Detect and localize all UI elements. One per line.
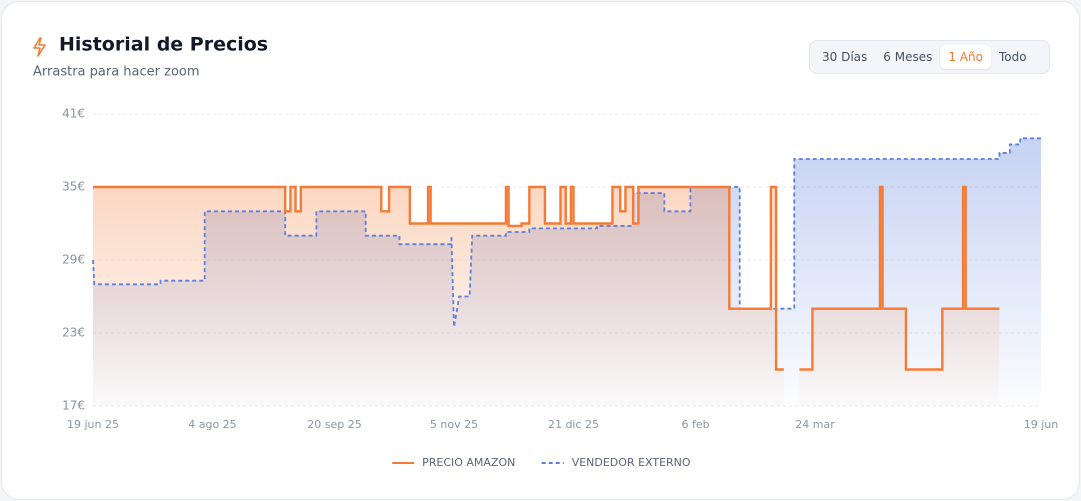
- area: [93, 187, 784, 406]
- x-tick-label: 20 sep 25: [307, 418, 361, 431]
- y-tick-label: 29€: [62, 253, 85, 267]
- range-selector: 30 Días 6 Meses 1 Año Todo: [809, 40, 1050, 74]
- chart-title: Historial de Precios: [59, 34, 268, 56]
- y-tick-label: 35€: [62, 180, 85, 194]
- line: [92, 137, 1041, 328]
- y-tick-label: 23€: [62, 326, 85, 340]
- x-tick-label: 21 dic 25: [548, 418, 599, 431]
- y-tick-label: 17€: [62, 399, 85, 413]
- x-tick-label: 6 feb: [682, 418, 710, 431]
- range-button[interactable]: 1 Año: [940, 45, 991, 69]
- x-tick-label: 19 jun 25: [67, 418, 119, 431]
- legend-label: PRECIO AMAZON: [422, 456, 515, 469]
- x-tick-label: 5 nov 25: [430, 418, 478, 431]
- x-tick-label: 19 jun: [1024, 418, 1059, 431]
- chart-subtitle: Arrastra para hacer zoom: [33, 65, 200, 80]
- bolt-icon: [33, 37, 46, 57]
- x-tick-label: 24 mar: [795, 418, 835, 431]
- x-tick-label: 4 ago 25: [188, 418, 236, 431]
- range-button[interactable]: 30 Días: [822, 50, 868, 64]
- line: [93, 185, 1000, 371]
- range-button[interactable]: Todo: [998, 50, 1027, 64]
- y-tick-label: 41€: [62, 107, 85, 121]
- range-button[interactable]: 6 Meses: [883, 50, 933, 64]
- area: [799, 187, 1000, 406]
- legend-label: VENDEDOR EXTERNO: [572, 456, 691, 469]
